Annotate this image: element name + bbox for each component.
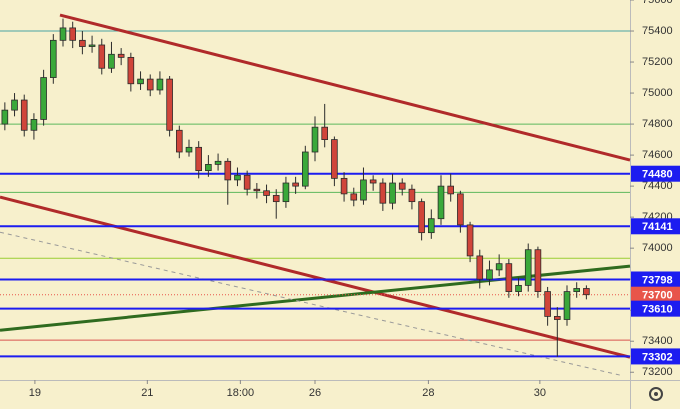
candle-body (292, 182, 299, 187)
gear-hub (654, 392, 658, 396)
x-tick-label: 19 (29, 387, 41, 399)
trendline (0, 195, 631, 359)
candle-body (282, 182, 290, 203)
y-tick-label: 75600 (642, 0, 673, 6)
trendline (59, 13, 631, 162)
y-tick-label: 75400 (642, 25, 673, 37)
candle-body (495, 263, 503, 271)
candle-body (50, 39, 57, 78)
candle-body (408, 188, 416, 203)
candle-body (156, 78, 164, 91)
candle-body (331, 139, 338, 179)
candle-body (524, 249, 532, 286)
candle-body (30, 119, 38, 131)
x-tick-label: 21 (141, 387, 153, 399)
candle-body (321, 126, 328, 140)
candle-body (1, 109, 9, 125)
candle-body (573, 288, 580, 292)
candle-body (534, 249, 542, 292)
settings-button[interactable] (649, 387, 663, 401)
candle-body (301, 151, 309, 187)
x-tick-label: 30 (534, 387, 546, 399)
candle-body (360, 179, 367, 201)
candle-body (583, 288, 590, 296)
candle-body (224, 160, 232, 181)
y-tick-label: 74800 (642, 118, 673, 130)
candle-body (117, 53, 125, 58)
candle-body (108, 53, 115, 69)
candle-body (263, 190, 270, 196)
candle-body (447, 185, 454, 195)
y-tick-label: 73400 (642, 335, 673, 347)
candle-body (340, 177, 348, 195)
candle-body (243, 174, 251, 190)
candle-body (476, 255, 484, 280)
price-label: 74480 (642, 169, 673, 181)
candle-body (234, 174, 241, 181)
candle-body (205, 164, 212, 172)
price-label: 73700 (642, 290, 673, 302)
candle-body (418, 201, 425, 234)
candle-body (137, 78, 144, 85)
candle-body (146, 78, 154, 91)
candle-body (69, 27, 76, 41)
price-label-box (631, 300, 680, 317)
price-label: 74141 (642, 221, 673, 233)
candle-body (466, 224, 474, 257)
candle-body (59, 27, 67, 41)
price-label-box (631, 271, 680, 288)
candle-body (11, 99, 18, 111)
price-label-box (631, 286, 680, 303)
candle-body (175, 129, 183, 153)
candle-body (185, 146, 193, 153)
candle-body (40, 77, 47, 120)
candle-body (427, 218, 435, 234)
price-label: 73302 (642, 351, 673, 363)
x-tick-label: 28 (422, 387, 434, 399)
y-tick-label: 75000 (642, 87, 673, 99)
candle-body (515, 284, 522, 292)
candle-body (544, 291, 551, 317)
price-label: 73798 (642, 274, 673, 286)
candle-body (369, 179, 377, 184)
y-tick-label: 75200 (642, 56, 673, 68)
candle-body (311, 126, 319, 153)
candle-body (195, 146, 203, 172)
candle-body (379, 182, 387, 204)
trendline (0, 231, 621, 376)
candle-body (389, 182, 396, 204)
candle-body (214, 160, 222, 165)
candle-body (554, 316, 561, 320)
candle-body (437, 185, 445, 220)
candle-body (253, 188, 261, 192)
candle-body (20, 99, 28, 131)
candle-body (486, 269, 493, 280)
candle-body (457, 193, 464, 226)
x-tick-label: 26 (309, 387, 321, 399)
y-tick-label: 74400 (642, 180, 673, 192)
candle-body (166, 78, 173, 131)
price-label-box (631, 218, 680, 235)
y-tick-label: 73200 (642, 366, 673, 378)
candle-body (272, 195, 280, 203)
candle-body (350, 193, 358, 201)
candle-body (98, 44, 106, 69)
candle-body (563, 291, 571, 320)
candle-body (398, 182, 406, 190)
candle-body (88, 44, 96, 47)
candle-body (127, 56, 135, 85)
y-tick-label: 74000 (642, 242, 673, 254)
price-label: 73610 (642, 304, 673, 316)
price-label-box (631, 165, 680, 182)
candle-body (79, 39, 86, 47)
y-tick-label: 74600 (642, 149, 673, 161)
price-label-box (631, 348, 680, 365)
x-tick-label: 18:00 (227, 387, 255, 399)
gear-icon[interactable] (649, 387, 663, 401)
candle-body (505, 263, 513, 292)
